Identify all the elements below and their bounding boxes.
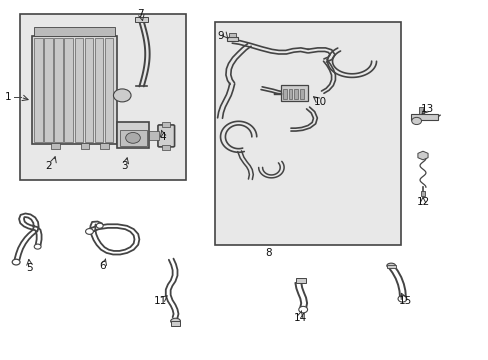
Text: 14: 14 xyxy=(293,312,307,323)
Bar xyxy=(95,38,103,142)
Bar xyxy=(104,38,113,142)
Text: 10: 10 xyxy=(313,96,326,107)
Bar xyxy=(294,89,298,99)
Bar xyxy=(135,17,147,22)
Circle shape xyxy=(113,89,131,102)
Text: 2: 2 xyxy=(45,161,52,171)
Text: 11: 11 xyxy=(153,296,167,306)
Text: 6: 6 xyxy=(99,261,106,271)
Bar xyxy=(281,85,307,101)
Bar xyxy=(117,122,149,148)
Bar xyxy=(386,265,395,268)
Circle shape xyxy=(411,117,421,125)
Circle shape xyxy=(298,306,307,313)
Circle shape xyxy=(397,296,406,302)
Bar xyxy=(81,143,89,149)
Bar xyxy=(34,27,115,36)
Text: 15: 15 xyxy=(398,296,412,306)
FancyBboxPatch shape xyxy=(32,36,117,144)
Text: 13: 13 xyxy=(420,104,434,114)
Text: 1: 1 xyxy=(5,92,12,102)
Bar xyxy=(74,38,83,142)
Text: 8: 8 xyxy=(265,248,272,258)
Bar xyxy=(64,38,73,142)
Circle shape xyxy=(34,244,41,249)
Circle shape xyxy=(125,132,140,143)
Bar xyxy=(288,89,292,99)
Text: 12: 12 xyxy=(415,197,429,207)
Ellipse shape xyxy=(170,318,180,324)
Text: 5: 5 xyxy=(26,263,33,273)
Bar xyxy=(20,14,185,180)
Bar xyxy=(120,130,146,146)
Text: 9: 9 xyxy=(217,31,224,41)
Bar xyxy=(162,145,170,150)
Bar xyxy=(44,38,53,142)
Bar xyxy=(34,38,43,142)
Bar xyxy=(162,122,170,127)
Bar xyxy=(84,38,93,142)
Circle shape xyxy=(96,223,103,228)
Bar xyxy=(54,38,63,142)
Bar xyxy=(296,278,305,283)
Circle shape xyxy=(12,259,20,265)
Bar xyxy=(100,143,109,149)
Text: 4: 4 xyxy=(159,132,165,142)
Bar xyxy=(51,143,60,149)
Bar xyxy=(170,321,180,326)
Bar xyxy=(149,131,159,140)
Bar xyxy=(418,107,423,114)
Ellipse shape xyxy=(386,263,395,268)
Bar xyxy=(282,89,286,99)
Bar xyxy=(410,114,437,120)
FancyBboxPatch shape xyxy=(158,125,174,147)
Circle shape xyxy=(85,229,93,234)
Bar xyxy=(226,37,237,41)
Bar xyxy=(215,22,400,245)
Bar xyxy=(420,191,425,196)
Bar xyxy=(228,33,235,37)
Text: 7: 7 xyxy=(137,9,144,19)
Text: 3: 3 xyxy=(121,161,128,171)
Bar xyxy=(300,89,304,99)
